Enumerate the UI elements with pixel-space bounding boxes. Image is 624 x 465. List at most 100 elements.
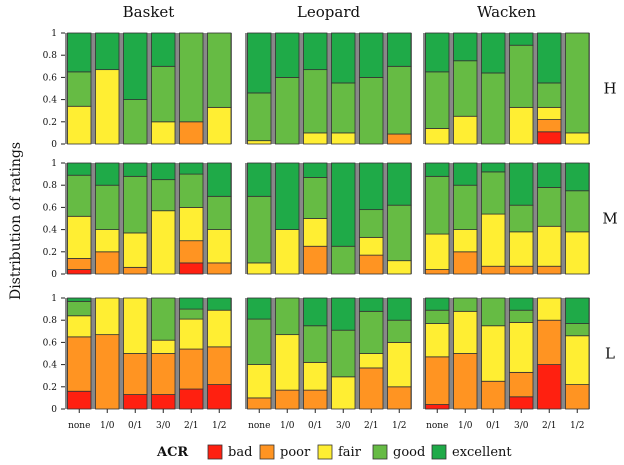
bar-segment-good	[387, 65, 412, 135]
y-axis-label: Distribution of ratings	[8, 142, 24, 300]
bar-segment-fair	[95, 297, 120, 336]
bar-segment-bad	[179, 262, 204, 275]
bar-segment-poor	[303, 389, 328, 410]
column-title: Basket	[123, 3, 175, 21]
bar-segment-excellent	[537, 32, 562, 84]
bar-segment-poor	[247, 397, 272, 410]
panel-wacken-h	[423, 32, 590, 145]
bar-segment-poor	[179, 348, 204, 390]
bar-segment-good	[387, 204, 412, 262]
bar-segment-good	[179, 173, 204, 208]
bar-segment-good	[387, 319, 412, 343]
bar-segment-good	[151, 65, 176, 123]
panel-wacken-l	[423, 297, 590, 410]
bar-segment-excellent	[275, 32, 300, 78]
panel-wacken-m	[423, 162, 590, 275]
bar-segment-good	[303, 69, 328, 134]
panel-background	[245, 33, 412, 144]
panel-background	[245, 163, 412, 274]
bar-segment-excellent	[331, 297, 356, 331]
bar-segment-poor	[95, 251, 120, 275]
bar-segment-good	[425, 71, 450, 129]
x-tick-label: 2/1	[184, 421, 198, 431]
bar-segment-poor	[453, 251, 478, 275]
bar-segment-excellent	[425, 32, 450, 73]
bar-segment-excellent	[303, 162, 328, 178]
bar-segment-fair	[509, 231, 534, 267]
x-tick-label: 3/0	[514, 421, 529, 431]
bar-segment-bad	[509, 396, 534, 410]
bar-segment-poor	[509, 265, 534, 275]
bar-segment-fair	[481, 325, 506, 382]
bar-segment-good	[565, 323, 590, 337]
bar-segment-excellent	[123, 32, 148, 100]
bar-segment-poor	[387, 386, 412, 410]
bar-segment-excellent	[207, 162, 232, 197]
bar-segment-excellent	[387, 32, 412, 67]
bar-segment-excellent	[387, 162, 412, 206]
bar-segment-poor	[67, 258, 92, 270]
panel-leopard-m	[245, 162, 412, 275]
bar-segment-excellent	[331, 32, 356, 84]
panel-background	[65, 163, 232, 274]
bar-segment-good	[509, 44, 534, 108]
bar-segment-fair	[303, 132, 328, 145]
bar-segment-good	[331, 245, 356, 275]
y-tick-label: 1	[51, 29, 57, 39]
x-tick-label: 1/2	[570, 421, 584, 431]
bar-segment-fair	[95, 69, 120, 145]
panel-background	[423, 163, 590, 274]
bar-segment-excellent	[565, 297, 590, 324]
bar-segment-fair	[387, 260, 412, 275]
bar-segment-good	[151, 297, 176, 341]
bar-segment-bad	[537, 131, 562, 145]
bar-segment-good	[453, 184, 478, 230]
bar-segment-excellent	[425, 297, 450, 311]
y-tick-label: 0.6	[43, 338, 58, 348]
panel-background	[65, 33, 232, 144]
bar-segment-poor	[537, 319, 562, 366]
bar-segment-poor	[387, 133, 412, 145]
bar-segment-good	[67, 174, 92, 217]
bar-segment-fair	[123, 232, 148, 268]
bar-segment-good	[247, 318, 272, 365]
bar-segment-good	[537, 187, 562, 227]
bar-segment-fair	[275, 334, 300, 391]
bar-segment-good	[359, 77, 384, 145]
column-title: Wacken	[477, 3, 536, 21]
bar-segment-fair	[453, 115, 478, 145]
bar-segment-good	[123, 175, 148, 234]
bar-segment-fair	[481, 213, 506, 267]
y-tick-label: 0.6	[43, 203, 58, 213]
legend-swatch-fair	[317, 444, 333, 460]
legend-label-bad: bad	[228, 445, 252, 460]
bar-segment-poor	[537, 119, 562, 133]
bar-segment-excellent	[537, 162, 562, 188]
bar-segment-excellent	[207, 297, 232, 311]
bar-segment-poor	[207, 262, 232, 275]
bar-segment-bad	[151, 394, 176, 410]
bar-segment-fair	[537, 106, 562, 120]
bar-segment-bad	[425, 404, 450, 410]
bar-segment-fair	[359, 236, 384, 256]
panel-background	[245, 298, 412, 409]
bar-segment-fair	[247, 262, 272, 275]
bar-segment-poor	[303, 245, 328, 275]
bar-segment-fair	[425, 233, 450, 270]
bar-segment-good	[67, 300, 92, 317]
bar-segment-fair	[207, 309, 232, 348]
bar-segment-fair	[151, 121, 176, 145]
bar-segment-excellent	[509, 32, 534, 46]
x-tick-label: none	[248, 421, 270, 431]
bar-segment-fair	[537, 225, 562, 267]
x-tick-label: 0/1	[308, 421, 322, 431]
bar-segment-fair	[387, 341, 412, 388]
bar-segment-excellent	[247, 32, 272, 94]
bar-segment-excellent	[67, 162, 92, 176]
x-tick-label: 2/1	[542, 421, 556, 431]
panel-basket-m	[65, 162, 232, 275]
y-tick-label: 1	[51, 294, 57, 304]
bar-segment-good	[359, 209, 384, 238]
bar-segment-fair	[207, 229, 232, 264]
